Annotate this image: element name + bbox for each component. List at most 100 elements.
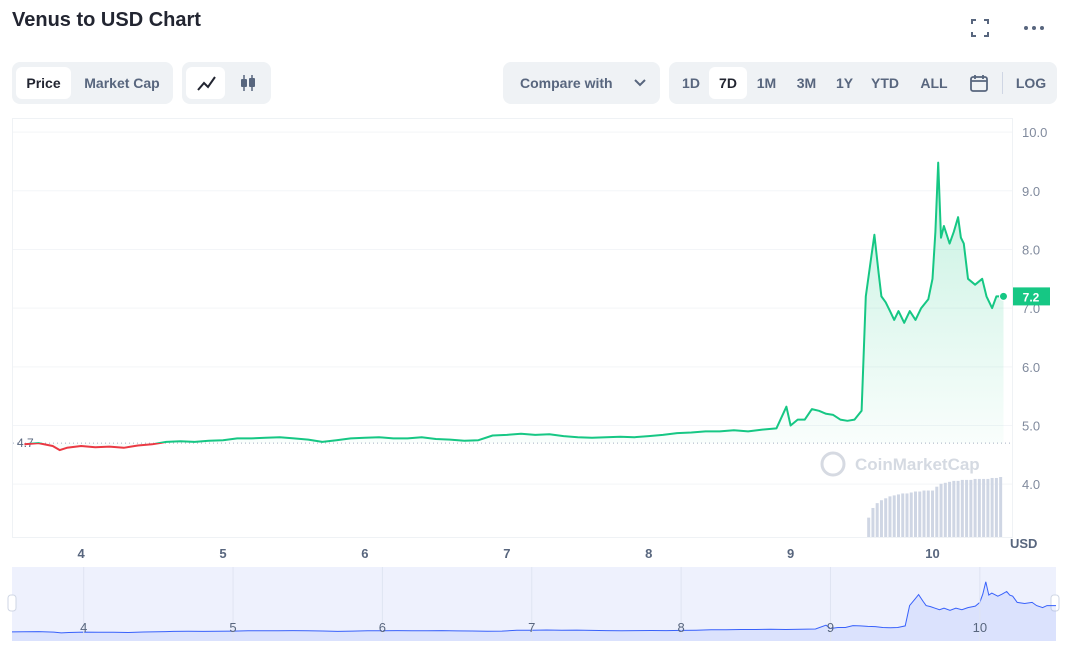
line-button[interactable] [186, 67, 225, 99]
volume-bar [918, 491, 922, 537]
volume-bar [960, 479, 964, 537]
price-area [24, 162, 1004, 451]
volume-bar [884, 498, 888, 537]
candle-icon [240, 75, 255, 91]
current-label: 7.2 [1023, 290, 1040, 304]
navigator-tick-label: 7 [528, 620, 535, 635]
volume-bar [994, 477, 998, 537]
calendar-lines [971, 75, 987, 82]
volume-bar [977, 478, 981, 537]
range-button[interactable]: 7D [709, 67, 747, 99]
chart-type-group [182, 62, 271, 104]
navigator-line [11, 581, 1057, 634]
y-tick-label: 6.0 [1022, 360, 1040, 375]
navigator-area [12, 581, 1056, 641]
y-tick-label: 5.0 [1022, 419, 1040, 434]
y-tick-label: 9.0 [1022, 184, 1040, 199]
volume-bar [926, 490, 930, 537]
chevron-glyph [634, 79, 646, 87]
volume-bar [879, 500, 883, 537]
navigator-bg [12, 567, 1056, 641]
dot [1040, 26, 1044, 30]
more-icon[interactable] [1022, 18, 1046, 38]
line-glyph [196, 76, 216, 91]
range-button[interactable]: 1D [682, 75, 700, 91]
volume-bar [901, 493, 905, 537]
y-tick-label: 8.0 [1022, 242, 1040, 257]
candle-button[interactable] [228, 67, 267, 99]
current-dot [998, 291, 1008, 301]
volume-bar [931, 490, 935, 537]
plot-frame [12, 118, 1013, 538]
log-button[interactable]: LOG [1015, 75, 1047, 91]
x-tick-label: 7 [503, 546, 510, 561]
volume-bar [905, 493, 909, 537]
volume-bar [914, 491, 918, 537]
range-button[interactable]: YTD [871, 75, 899, 91]
volume-bar [875, 503, 879, 537]
navigator-handle[interactable] [1050, 594, 1060, 612]
x-tick-label: 10 [925, 546, 939, 561]
navigator-tick-label: 8 [677, 620, 684, 635]
y-tick-label: 4.0 [1022, 477, 1040, 492]
navigator-handle[interactable] [7, 594, 17, 612]
volume-bar [867, 517, 871, 537]
volume-bar [990, 477, 994, 537]
watermark-logo [820, 451, 846, 477]
calendar-icon[interactable] [969, 73, 989, 93]
volume-bar [939, 483, 943, 537]
range-button[interactable]: ALL [920, 75, 948, 91]
navigator-tick-label: 4 [80, 620, 87, 635]
range-group: LOG 1D 7D 1M 3M 1Y YTD ALL [669, 62, 1057, 104]
current-badge [1013, 287, 1050, 306]
navigator-tick-label: 5 [229, 620, 236, 635]
tab[interactable]: Market Cap [84, 75, 160, 91]
navigator-tick-label: 9 [827, 620, 834, 635]
volume-bar [982, 478, 986, 537]
volume-bar [922, 490, 926, 537]
compare-label: Compare with [520, 75, 613, 91]
x-tick-label: 6 [361, 546, 368, 561]
x-tick-label: 8 [645, 546, 652, 561]
navigator-tick-label: 10 [973, 620, 987, 635]
compare-dropdown[interactable]: Compare with [503, 62, 660, 104]
volume-bar [969, 479, 973, 537]
price-line [24, 161, 1004, 452]
title: Venus to USD Chart [12, 9, 201, 31]
range-button[interactable]: 1Y [835, 75, 854, 91]
tab[interactable]: Price [16, 67, 71, 99]
volume-bar [892, 495, 896, 537]
volume-bar [888, 496, 892, 537]
volume-bar [965, 479, 969, 537]
fullscreen-icon[interactable] [970, 18, 990, 38]
volume-bar [956, 480, 960, 537]
range-button[interactable]: 3M [796, 75, 817, 91]
volume-bar [935, 486, 939, 537]
candle-body [240, 79, 247, 87]
volume-bar [986, 478, 990, 537]
y-unit: USD [1010, 536, 1037, 551]
volume-bar [896, 494, 900, 537]
volume-bar [999, 477, 1003, 537]
volume-bar [948, 481, 952, 537]
volume-bar [973, 478, 977, 537]
x-tick-label: 9 [787, 546, 794, 561]
tab-group: Price Market Cap [12, 62, 173, 104]
calendar-frame [970, 76, 988, 92]
volume-bar [943, 482, 947, 537]
dot [1032, 26, 1036, 30]
divider [1002, 72, 1003, 94]
candle-body [248, 78, 255, 87]
watermark: CoinMarketCap [855, 455, 980, 474]
volume-bar [952, 480, 956, 537]
volume-bar [871, 507, 875, 537]
volume-bar [909, 492, 913, 537]
x-tick-label: 4 [77, 546, 85, 561]
range-button[interactable]: 1M [756, 75, 777, 91]
chevron [634, 79, 646, 87]
dot [1024, 26, 1028, 30]
y-tick-label: 10.0 [1022, 125, 1047, 140]
navigator-tick-label: 6 [379, 620, 386, 635]
